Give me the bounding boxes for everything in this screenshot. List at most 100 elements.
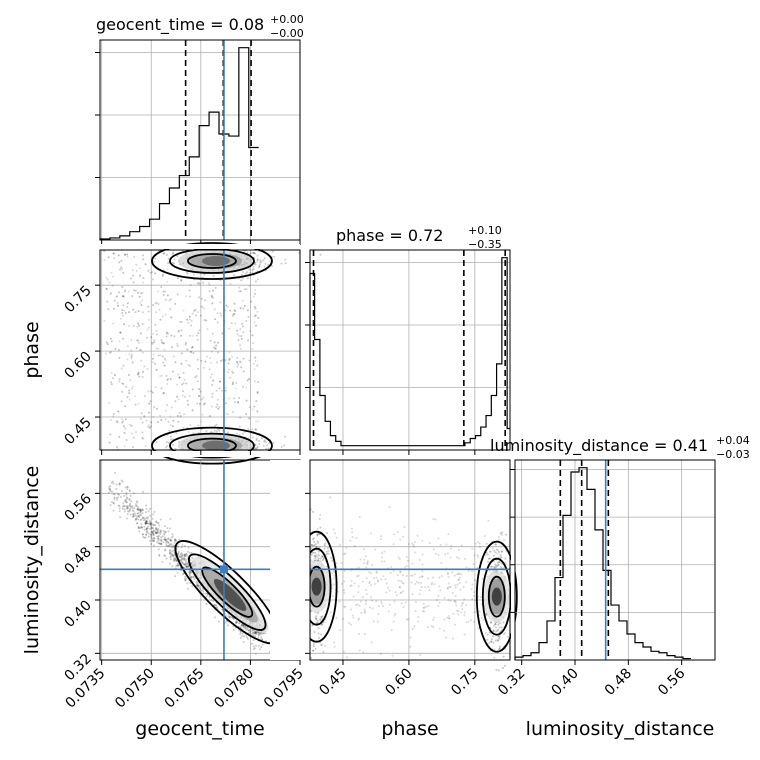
ld-ph-sample xyxy=(329,611,332,614)
ph-gt-sample xyxy=(130,355,133,358)
ph-gt-sample xyxy=(169,298,172,301)
ph-gt-blob-sample xyxy=(253,252,256,255)
ph-gt-sample xyxy=(174,400,177,403)
ld-gt-sample xyxy=(144,522,147,525)
ld-ph-blob-sample xyxy=(492,641,495,644)
ph-gt-sample xyxy=(122,420,125,423)
ld-ph-blob-sample xyxy=(498,645,501,648)
ld-gt-sample xyxy=(150,527,153,530)
ph-gt-sample xyxy=(189,283,192,286)
ph-gt-sample xyxy=(130,353,133,356)
ld-gt-sample xyxy=(157,542,160,545)
ld-gt-sample xyxy=(188,574,191,577)
ld-gt-sample xyxy=(206,593,209,596)
ld-gt-sample xyxy=(181,553,184,556)
ph-gt-sample xyxy=(126,358,129,361)
ld-gt-ytick-label-1: 0.40 xyxy=(61,598,94,631)
ld-ph-sample xyxy=(421,570,424,573)
ld-ph-sample xyxy=(391,654,394,657)
ph-gt-sample xyxy=(180,362,183,365)
ph-gt-sample xyxy=(211,383,214,386)
ph-gt-sample xyxy=(137,373,140,376)
ph-gt-bottom-mask xyxy=(100,451,300,457)
ld-gt-sample xyxy=(163,532,166,535)
ld-ph-sample xyxy=(358,632,361,635)
ph-gt-sample xyxy=(136,339,139,342)
ph-gt-sample xyxy=(109,293,112,296)
ld-gt-sample xyxy=(145,529,148,532)
ld-gt-sample xyxy=(167,538,170,541)
ld-gt-sample xyxy=(188,570,191,573)
ph-gt-sample xyxy=(137,339,140,342)
ph-gt-sample xyxy=(177,398,180,401)
ld-ph-sample xyxy=(469,619,472,622)
ph-gt-sample xyxy=(210,361,213,364)
ph-gt-sample xyxy=(182,309,185,312)
ld-gt-sample xyxy=(160,542,163,545)
ld-ph-sample xyxy=(366,561,369,564)
ld-gt-sample xyxy=(190,575,193,578)
ph-gt-sample xyxy=(126,255,129,258)
ld-gt-sample xyxy=(141,516,144,519)
ld-gt-sample xyxy=(257,632,260,635)
ph-gt-sample xyxy=(162,290,165,293)
ld-ph-sample xyxy=(418,593,421,596)
ld-gt-ytick-label-2: 0.48 xyxy=(61,544,94,577)
ph-gt-sample xyxy=(253,405,256,408)
ld-ph-sample xyxy=(432,548,435,551)
ld-gt-sample xyxy=(213,603,216,606)
ld-gt-sample xyxy=(138,508,141,511)
ld-ph-sample xyxy=(321,622,324,625)
ph-gt-sample xyxy=(215,344,218,347)
ld-ph-sample xyxy=(332,577,335,580)
ld-ph-blob-sample xyxy=(497,669,500,672)
ld-ph-blob-sample xyxy=(320,615,323,618)
ph-gt-sample xyxy=(110,383,113,386)
ld-gt-sample xyxy=(244,625,247,628)
ld-ph-sample xyxy=(372,577,375,580)
ld-gt-sample xyxy=(160,543,163,546)
ld-ph-sample xyxy=(476,555,479,558)
ph-gt-sample xyxy=(141,421,144,424)
ld-ph-blob-sample xyxy=(314,543,317,546)
ph-gt-contour-0-2 xyxy=(187,253,237,269)
ph-gt-sample xyxy=(130,338,133,341)
ph-gt-blob-sample xyxy=(155,441,158,444)
ld-gt-sample xyxy=(243,624,246,627)
ph-gt-sample xyxy=(233,312,236,315)
ld-gt-sample xyxy=(125,501,128,504)
ld-ph-sample xyxy=(400,591,403,594)
ph-gt-sample xyxy=(236,365,239,368)
ld-gt-sample xyxy=(163,538,166,541)
ld-ph-sample xyxy=(464,557,467,560)
ph-gt-sample xyxy=(212,296,215,299)
ld-ph-blob-sample xyxy=(497,639,500,642)
ld-gt-sample xyxy=(115,496,118,499)
ph-gt-sample xyxy=(162,392,165,395)
ld-ph-sample xyxy=(383,550,386,553)
ph-gt-sample xyxy=(133,289,136,292)
ld-ph-sample xyxy=(380,602,383,605)
ld-gt-xtick-label-2: 0.0765 xyxy=(162,666,208,712)
ph-gt-blob-sample xyxy=(175,432,178,435)
ld-ph-sample xyxy=(361,580,364,583)
ld-ph-blob-sample xyxy=(317,627,320,630)
ld-gt-sample xyxy=(255,631,258,634)
ld-gt-sample xyxy=(255,631,258,634)
ld-gt-sample xyxy=(137,518,140,521)
ld-ph-sample xyxy=(345,546,348,549)
ph-gt-sample xyxy=(138,295,141,298)
ph-gt-sample xyxy=(184,395,187,398)
ph-gt-sample xyxy=(154,386,157,389)
ld-gt-sample xyxy=(242,625,245,628)
ph-gt-sample xyxy=(124,312,127,315)
ld-ph-sample xyxy=(473,591,476,594)
ld-ph-sample xyxy=(383,560,386,563)
ph-gt-sample xyxy=(228,397,231,400)
ld-gt-sample xyxy=(157,539,160,542)
ld-ph-sample xyxy=(311,624,314,627)
ph-gt-sample xyxy=(118,435,121,438)
ld-ph-blob-sample xyxy=(316,534,319,537)
ld-gt-sample xyxy=(193,577,196,580)
ld-ph-sample xyxy=(497,549,500,552)
